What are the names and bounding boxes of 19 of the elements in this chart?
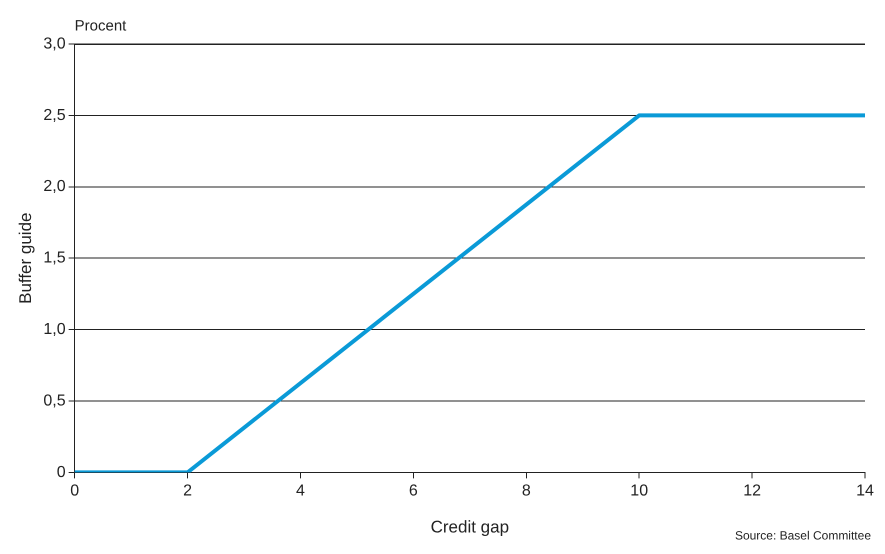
x-tick-label: 10 [630,482,648,500]
source-note: Source: Basel Committee [734,528,872,542]
y-tick-label: 2,0 [43,178,66,196]
y-tick-label: 0,5 [43,392,66,410]
text: Procent [74,18,128,35]
x-tick-label: 2 [183,482,192,500]
x-tick-label: 12 [743,482,762,500]
y-axis-title: Buffer guide [16,212,35,304]
y-tick-label: 1,5 [43,250,66,267]
x-axis-title: Credit gap [430,517,510,536]
x-tick-label: 6 [408,482,418,500]
x-tick-label: 14 [856,482,874,500]
x-tick-label: 0 [70,482,80,500]
y-tick-label: 0 [56,464,66,481]
y-tick-label: 2,5 [43,106,66,124]
y-tick-label: 3,0 [43,35,66,52]
x-tick-label: 8 [522,482,531,500]
y-tick-label: 1,0 [43,321,66,338]
x-tick-label: 4 [296,482,306,500]
